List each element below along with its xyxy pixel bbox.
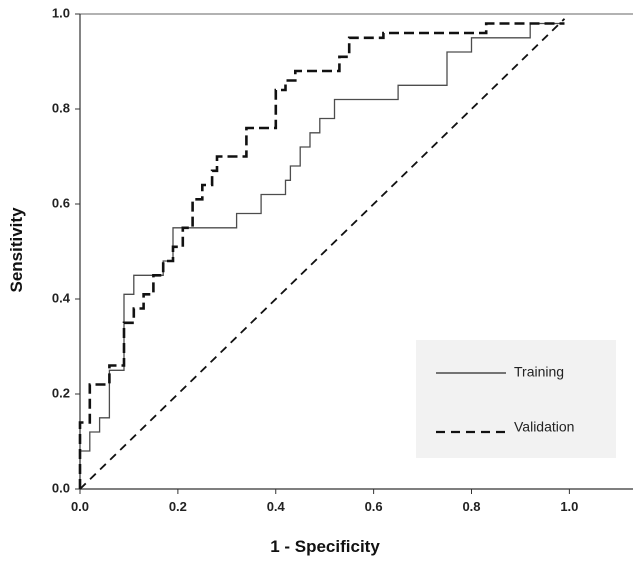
legend-label-validation: Validation	[514, 419, 574, 435]
axis-ticks: 0.0 0.2 0.4 0.6 0.8 1.0 0.0 0.2 0.4 0.6 0.8 1.0	[52, 5, 578, 514]
x-tick-label: 1.0	[560, 499, 578, 514]
legend: Training Validation	[416, 340, 616, 458]
y-axis-title: Sensitivity	[7, 207, 26, 293]
y-tick-label: 0.8	[52, 100, 70, 115]
x-tick-label: 0.6	[365, 499, 383, 514]
legend-box	[416, 340, 616, 458]
series-line-validation	[78, 22, 565, 489]
y-tick-label: 0.4	[52, 290, 71, 305]
y-tick-label: 0.6	[52, 195, 70, 210]
legend-label-training: Training	[514, 364, 564, 380]
x-tick-label: 0.0	[71, 499, 89, 514]
x-axis-title: 1 - Specificity	[270, 537, 380, 556]
y-tick-label: 0.2	[52, 385, 70, 400]
series-line-training	[79, 22, 565, 489]
y-tick-label: 0.0	[52, 480, 70, 495]
y-tick-label: 1.0	[52, 5, 70, 20]
series-layer	[78, 18, 566, 490]
reference-diagonal-line	[79, 18, 566, 490]
x-tick-label: 0.4	[267, 499, 286, 514]
x-tick-label: 0.8	[462, 499, 480, 514]
x-tick-label: 0.2	[169, 499, 187, 514]
